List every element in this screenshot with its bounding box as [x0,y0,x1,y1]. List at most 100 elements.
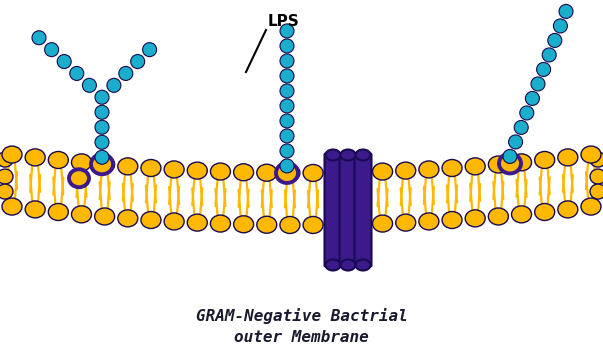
Ellipse shape [303,216,323,234]
Ellipse shape [419,161,439,178]
Ellipse shape [396,162,415,179]
Circle shape [542,48,556,62]
Ellipse shape [141,159,161,176]
Ellipse shape [95,208,115,225]
Ellipse shape [590,169,603,184]
Circle shape [107,78,121,93]
Ellipse shape [442,212,462,229]
Ellipse shape [164,161,184,178]
Ellipse shape [590,184,603,199]
Ellipse shape [280,165,300,181]
Ellipse shape [373,163,393,180]
Ellipse shape [373,215,393,232]
Circle shape [95,90,109,104]
Ellipse shape [233,164,254,181]
Ellipse shape [326,260,341,270]
Circle shape [280,114,294,128]
Ellipse shape [25,149,45,166]
Ellipse shape [0,152,13,167]
Ellipse shape [326,149,341,161]
Circle shape [514,121,528,134]
Circle shape [57,55,71,68]
Circle shape [280,159,294,173]
Ellipse shape [341,260,356,270]
Circle shape [95,150,109,164]
Circle shape [45,42,58,57]
Ellipse shape [465,210,485,227]
Ellipse shape [0,169,13,184]
Ellipse shape [280,216,300,234]
Ellipse shape [210,215,230,232]
Ellipse shape [356,149,370,161]
Ellipse shape [257,164,277,181]
Ellipse shape [419,213,439,230]
Circle shape [32,31,46,45]
Ellipse shape [396,214,415,231]
FancyBboxPatch shape [324,153,341,267]
Ellipse shape [499,153,521,174]
Ellipse shape [69,169,89,187]
Circle shape [280,39,294,53]
Circle shape [525,91,540,105]
Circle shape [280,24,294,38]
Circle shape [531,77,545,91]
Text: GRAM-Negative Bactrial: GRAM-Negative Bactrial [195,308,408,324]
Ellipse shape [535,152,555,168]
Ellipse shape [2,198,22,215]
Circle shape [95,120,109,134]
Ellipse shape [590,152,603,167]
Circle shape [280,129,294,143]
Circle shape [70,67,84,80]
Circle shape [83,78,96,93]
Circle shape [95,135,109,149]
Ellipse shape [276,163,298,183]
Ellipse shape [95,156,115,173]
Ellipse shape [188,214,207,231]
Ellipse shape [91,154,113,174]
FancyBboxPatch shape [339,153,356,267]
Ellipse shape [25,201,45,218]
Circle shape [280,84,294,98]
Circle shape [280,54,294,68]
Ellipse shape [442,159,462,176]
Ellipse shape [303,165,323,181]
Circle shape [503,149,517,163]
Ellipse shape [558,201,578,218]
Ellipse shape [465,158,485,175]
Circle shape [520,106,534,120]
Ellipse shape [210,163,230,180]
Ellipse shape [488,208,508,225]
Ellipse shape [257,216,277,233]
Ellipse shape [0,184,13,199]
Ellipse shape [48,152,68,168]
Circle shape [548,33,562,48]
Ellipse shape [48,203,68,220]
Ellipse shape [188,162,207,179]
Ellipse shape [164,213,184,230]
Circle shape [119,67,133,80]
Circle shape [559,4,573,18]
Ellipse shape [2,146,22,163]
Ellipse shape [581,146,601,163]
Circle shape [280,69,294,83]
Circle shape [280,144,294,158]
Circle shape [508,135,523,149]
Ellipse shape [558,149,578,166]
Text: outer Membrane: outer Membrane [234,330,369,346]
Ellipse shape [511,206,531,223]
Circle shape [95,105,109,119]
Ellipse shape [72,154,92,171]
Ellipse shape [356,260,370,270]
Ellipse shape [72,206,92,223]
Circle shape [131,55,145,68]
Ellipse shape [535,203,555,220]
Ellipse shape [341,149,356,161]
Circle shape [280,99,294,113]
Ellipse shape [581,198,601,215]
Text: LPS: LPS [268,14,300,30]
Circle shape [537,62,551,76]
Ellipse shape [118,158,138,175]
Ellipse shape [488,156,508,173]
Ellipse shape [118,210,138,227]
Ellipse shape [511,154,531,171]
